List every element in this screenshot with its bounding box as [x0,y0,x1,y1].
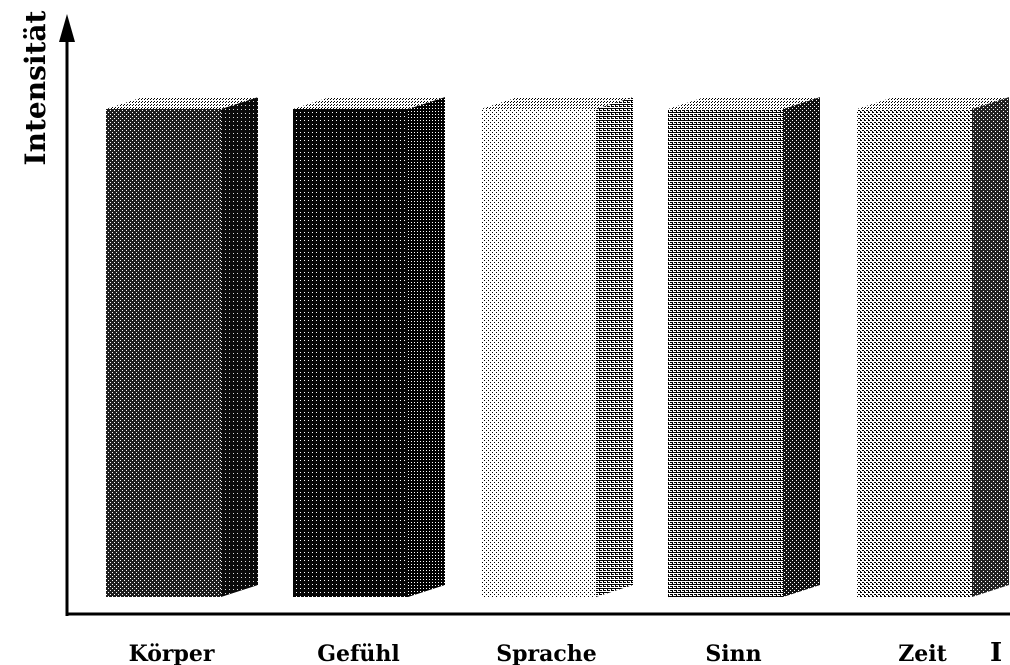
bar-top-face [668,97,820,109]
bar-zeit [857,97,1009,597]
bar-top-face [481,97,633,109]
category-label-zeit: Zeit [898,641,947,665]
y-axis-arrow-icon [59,14,75,42]
bar-top-face [293,97,445,109]
bar-front-face [668,109,783,597]
bar-sinn [668,97,820,597]
category-label-sprache: Sprache [496,641,597,665]
axes [59,14,1010,616]
bar-top-face [106,97,258,109]
bar-front-face [857,109,972,597]
category-label-k-rper: Körper [129,641,215,665]
bar-side-face [221,97,258,597]
y-axis-label: Intensität [19,10,52,165]
bar-side-face [596,97,633,597]
bar-front-face [293,109,408,597]
bar-gef-hl [293,97,445,597]
bar-side-face [408,97,445,597]
bar-k-rper [106,97,258,597]
category-labels: Körper Gefühl Sprache Sinn Zeit [129,641,948,665]
bar-front-face [481,109,596,597]
bar-top-face [857,97,1009,109]
category-label-gef-hl: Gefühl [317,641,400,665]
truncated-label-fragment: I [990,638,1002,665]
bar-side-face [783,97,820,597]
bar-side-face [972,97,1009,597]
bars-layer [106,97,1009,597]
bar-front-face [106,109,221,597]
bar-sprache [481,97,633,597]
category-label-sinn: Sinn [705,641,761,665]
